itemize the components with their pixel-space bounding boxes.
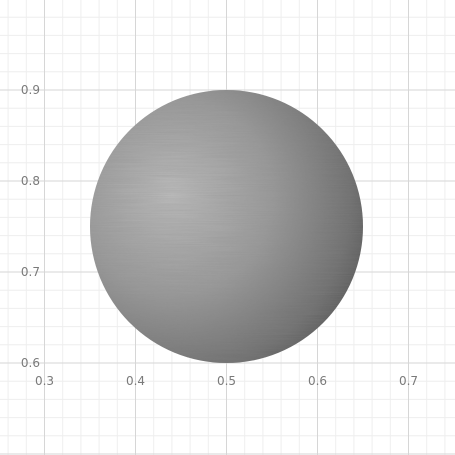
x-axis-ticks: 0.3 0.4 0.5 0.6 0.7	[35, 374, 418, 388]
sphere-texture	[90, 90, 363, 363]
x-tick-label: 0.7	[399, 374, 418, 388]
y-tick-label: 0.9	[21, 83, 40, 97]
y-tick-label: 0.6	[21, 356, 40, 370]
x-tick-label: 0.5	[217, 374, 236, 388]
x-tick-label: 0.4	[126, 374, 145, 388]
x-tick-label: 0.6	[308, 374, 327, 388]
y-axis-ticks: 0.6 0.7 0.8 0.9	[21, 83, 40, 370]
y-tick-label: 0.8	[21, 174, 40, 188]
y-tick-label: 0.7	[21, 265, 40, 279]
chart-marks	[90, 90, 363, 363]
x-tick-label: 0.3	[35, 374, 54, 388]
